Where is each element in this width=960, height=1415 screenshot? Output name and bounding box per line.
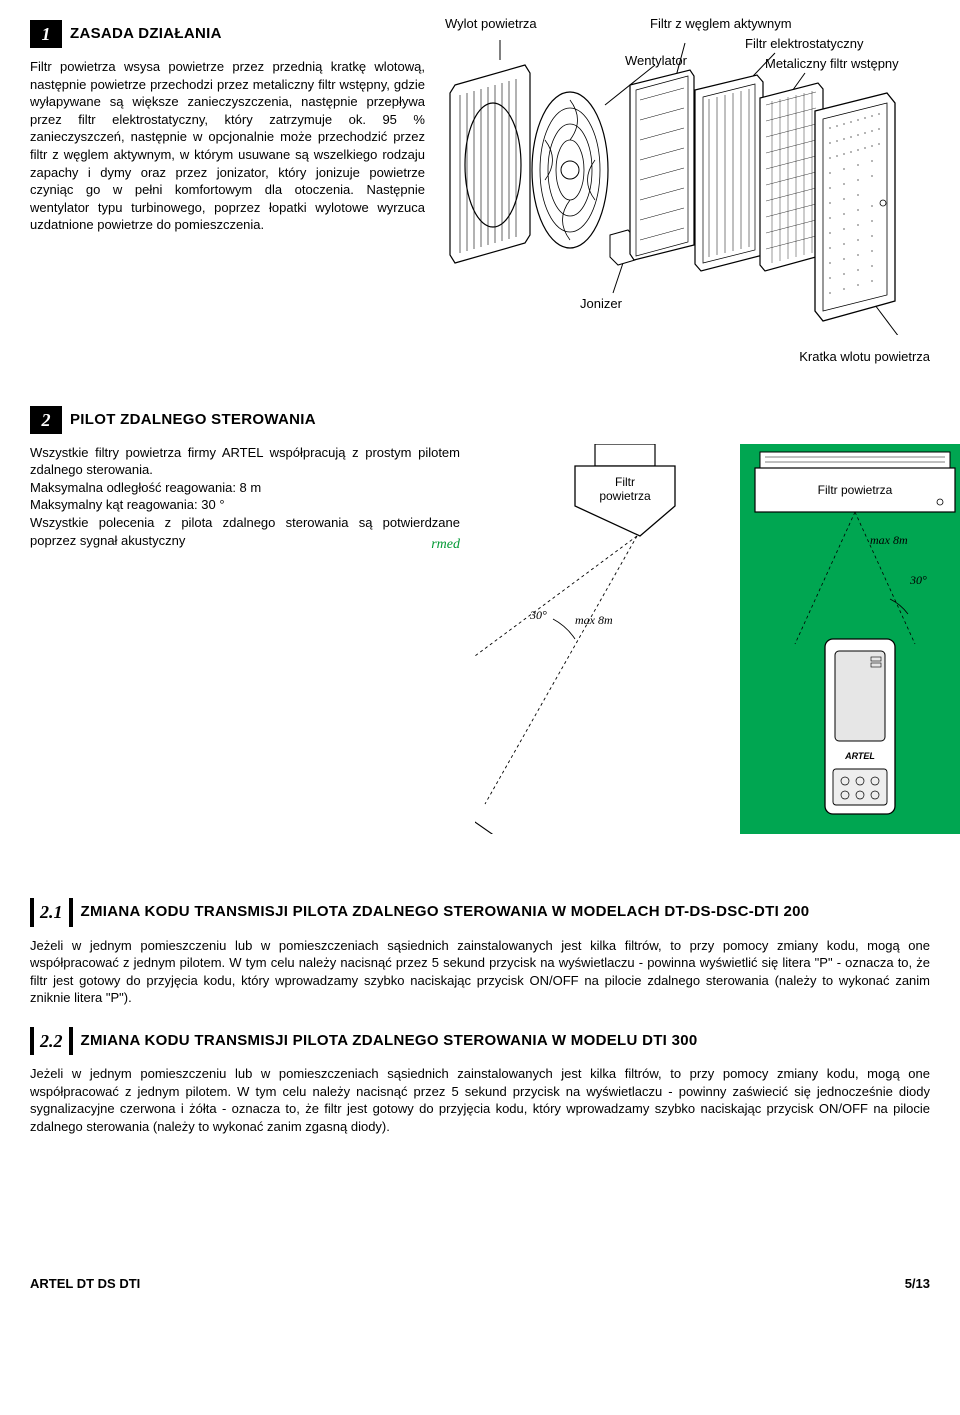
section-1-text-col: 1 ZASADA DZIAŁANIA Filtr powietrza wsysa… <box>30 20 425 366</box>
label-wylot: Wylot powietrza <box>445 15 537 33</box>
footer-right: 5/13 <box>905 1275 930 1293</box>
section-21-number: 2.1 <box>30 898 73 926</box>
sec2-body: Wszystkie filtry powietrza firmy ARTEL w… <box>30 444 460 479</box>
section-2-row: Wszystkie filtry powietrza firmy ARTEL w… <box>30 444 930 839</box>
section-2-header: 2 PILOT ZDALNEGO STEROWANIA <box>30 406 930 434</box>
section-22-header: 2.2 ZMIANA KODU TRANSMISJI PILOTA ZDALNE… <box>30 1027 930 1055</box>
sec2-line3: Maksymalny kąt reagowania: 30 ° <box>30 496 460 514</box>
section-21-title: ZMIANA KODU TRANSMISJI PILOTA ZDALNEGO S… <box>81 902 810 922</box>
label-wegiel: Filtr z węglem aktywnym <box>650 15 792 33</box>
front-view-svg: Filtr powietrza max 8m 30° ARTEL <box>740 444 960 834</box>
svg-text:30°: 30° <box>909 573 927 587</box>
sec2-line2: Maksymalna odległość reagowania: 8 m <box>30 479 460 497</box>
side-view-svg: Filtr powietrza 30° max 8m <box>475 444 725 834</box>
section-21-header: 2.1 ZMIANA KODU TRANSMISJI PILOTA ZDALNE… <box>30 898 930 926</box>
svg-text:ARTEL: ARTEL <box>844 751 875 761</box>
angle-30: 30° <box>529 608 547 622</box>
exploded-diagram: Wylot powietrza Filtr z węglem aktywnym … <box>445 20 930 340</box>
footer-left: ARTEL DT DS DTI <box>30 1275 140 1293</box>
section-1-title: ZASADA DZIAŁANIA <box>70 24 222 44</box>
section-2-title: PILOT ZDALNEGO STEROWANIA <box>70 410 316 430</box>
svg-text:Filtr powietrza: Filtr powietrza <box>818 483 893 497</box>
section-2-text: Wszystkie filtry powietrza firmy ARTEL w… <box>30 444 460 839</box>
page-footer: ARTEL DT DS DTI 5/13 <box>30 1275 930 1293</box>
section-1-body: Filtr powietrza wsysa powietrze przez pr… <box>30 58 425 233</box>
remote-side-diagram: Filtr powietrza 30° max 8m <box>475 444 725 839</box>
section-22-title: ZMIANA KODU TRANSMISJI PILOTA ZDALNEGO S… <box>81 1031 698 1051</box>
label-kratka: Kratka wlotu powietrza <box>445 348 930 366</box>
section-1-header: 1 ZASADA DZIAŁANIA <box>30 20 425 48</box>
remote-front-diagram: Filtr powietrza max 8m 30° ARTEL <box>740 444 960 839</box>
svg-text:powietrza: powietrza <box>599 489 651 503</box>
filtr-label-1: Filtr <box>615 475 635 489</box>
svg-text:max 8m: max 8m <box>870 533 908 547</box>
section-1-number: 1 <box>30 20 62 48</box>
max8m-1: max 8m <box>575 613 613 627</box>
section-1-row: 1 ZASADA DZIAŁANIA Filtr powietrza wsysa… <box>30 20 930 366</box>
green-panel: Filtr powietrza max 8m 30° ARTEL <box>740 444 960 834</box>
rmed-label: rmed <box>431 537 460 552</box>
section-22-body: Jeżeli w jednym pomieszczeniu lub w pomi… <box>30 1065 930 1135</box>
diagram-column: Wylot powietrza Filtr z węglem aktywnym … <box>445 20 930 366</box>
exploded-svg <box>445 35 915 335</box>
section-22-number: 2.2 <box>30 1027 73 1055</box>
section-2-number: 2 <box>30 406 62 434</box>
section-21-body: Jeżeli w jednym pomieszczeniu lub w pomi… <box>30 937 930 1007</box>
